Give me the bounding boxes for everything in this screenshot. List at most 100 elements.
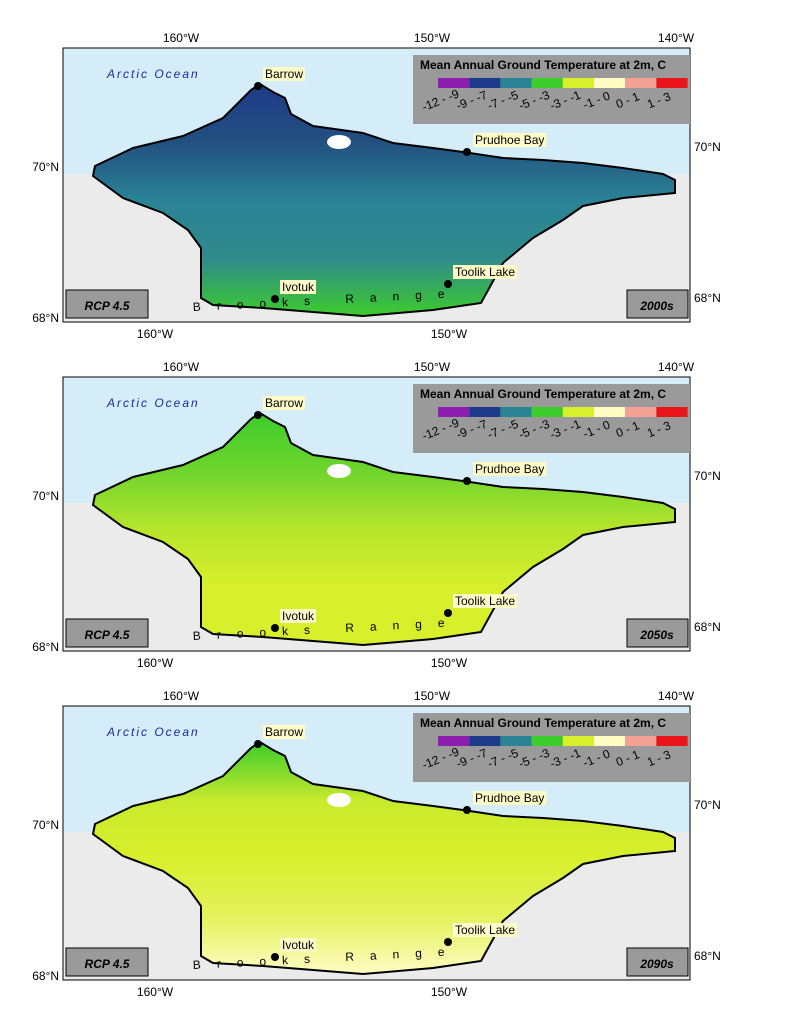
legend-box: [413, 55, 690, 124]
legend-swatch: [625, 407, 657, 417]
bottom-graticule-label: 160°W: [137, 656, 174, 670]
ocean-label: Arctic Ocean: [106, 396, 200, 410]
legend-box: [413, 384, 690, 453]
place-label-bg: [280, 280, 317, 294]
place-label: Prudhoe Bay: [475, 133, 544, 147]
map-panel: Arctic Ocean Barrow Prudhoe Bay Ivotuk Tooli…: [32, 689, 721, 999]
legend-title: Mean Annual Ground Temperature at 2m, C: [420, 387, 666, 401]
left-graticule-label: 68°N: [32, 969, 59, 983]
place-label-bg: [473, 791, 547, 805]
place-label: Barrow: [265, 396, 303, 410]
legend-swatch: [469, 78, 501, 88]
legend-swatch: [562, 407, 594, 417]
place-label: Ivotuk: [282, 609, 315, 623]
lake: [327, 793, 351, 807]
scenario-label: RCP 4.5: [85, 957, 130, 971]
legend-swatch: [594, 407, 626, 417]
land-area: [91, 82, 676, 318]
place-dot: [271, 953, 279, 961]
bottom-graticule-label: 150°W: [431, 985, 468, 999]
place-dot: [463, 148, 471, 156]
place-label: Ivotuk: [282, 938, 315, 952]
period-label: 2090s: [639, 957, 674, 971]
right-graticule-label: 68°N: [694, 949, 721, 963]
right-graticule-label: 68°N: [694, 291, 721, 305]
legend-swatch: [656, 78, 688, 88]
right-graticule-label: 70°N: [694, 798, 721, 812]
place-dot: [444, 938, 452, 946]
lake: [327, 135, 351, 149]
place-label-bg: [280, 938, 317, 952]
scenario-box: [65, 289, 149, 319]
legend-swatch: [625, 736, 657, 746]
left-graticule-label: 70°N: [32, 489, 59, 503]
legend-box: [413, 713, 690, 782]
place-label-bg: [280, 609, 317, 623]
place-dot: [254, 82, 262, 90]
scenario-label: RCP 4.5: [85, 628, 130, 642]
place-label-bg: [453, 923, 518, 937]
top-graticule-label: 140°W: [658, 689, 695, 703]
lake: [327, 464, 351, 478]
left-graticule-label: 70°N: [32, 160, 59, 174]
period-label: 2000s: [639, 299, 674, 313]
scenario-label: RCP 4.5: [85, 299, 130, 313]
scenario-box: [65, 947, 149, 977]
period-label: 2050s: [639, 628, 674, 642]
legend-title: Mean Annual Ground Temperature at 2m, C: [420, 58, 666, 72]
place-label-bg: [473, 133, 547, 147]
bottom-graticule-label: 160°W: [137, 985, 174, 999]
period-box: [626, 618, 689, 648]
land-area: [91, 740, 676, 976]
place-label: Ivotuk: [282, 280, 315, 294]
scenario-box: [65, 618, 149, 648]
top-graticule-label: 160°W: [163, 31, 200, 45]
place-label-bg: [453, 265, 518, 279]
place-dot: [254, 411, 262, 419]
place-dot: [463, 477, 471, 485]
top-graticule-label: 140°W: [658, 360, 695, 374]
place-label: Barrow: [265, 67, 303, 81]
place-label: Toolik Lake: [455, 594, 515, 608]
place-label: Prudhoe Bay: [475, 791, 544, 805]
place-dot: [254, 740, 262, 748]
place-label: Prudhoe Bay: [475, 462, 544, 476]
legend-swatch: [469, 736, 501, 746]
ocean-label: Arctic Ocean: [106, 725, 200, 739]
map-panel: Arctic Ocean Barrow Prudhoe Bay Ivotuk Tooli…: [32, 360, 721, 670]
legend-swatch: [562, 736, 594, 746]
top-graticule-label: 150°W: [414, 689, 451, 703]
left-graticule-label: 68°N: [32, 311, 59, 325]
place-label: Toolik Lake: [455, 923, 515, 937]
place-label-bg: [263, 67, 306, 81]
left-graticule-label: 70°N: [32, 818, 59, 832]
place-label: Toolik Lake: [455, 265, 515, 279]
top-graticule-label: 140°W: [658, 31, 695, 45]
legend-swatch: [438, 407, 470, 417]
legend-swatch: [594, 78, 626, 88]
place-dot: [444, 280, 452, 288]
place-dot: [463, 806, 471, 814]
bottom-graticule-label: 150°W: [431, 656, 468, 670]
legend-swatch: [531, 78, 563, 88]
right-graticule-label: 70°N: [694, 140, 721, 154]
right-graticule-label: 70°N: [694, 469, 721, 483]
legend-swatch: [500, 407, 532, 417]
land-area: [91, 411, 676, 647]
legend-swatch: [594, 736, 626, 746]
legend-swatch: [531, 736, 563, 746]
place-dot: [444, 609, 452, 617]
legend-swatch: [656, 407, 688, 417]
legend-swatch: [438, 78, 470, 88]
period-box: [626, 289, 689, 319]
legend-swatch: [469, 407, 501, 417]
right-graticule-label: 68°N: [694, 620, 721, 634]
place-dot: [271, 624, 279, 632]
legend-swatch: [500, 736, 532, 746]
legend-swatch: [531, 407, 563, 417]
legend-swatch: [625, 78, 657, 88]
bottom-graticule-label: 160°W: [137, 327, 174, 341]
top-graticule-label: 150°W: [414, 31, 451, 45]
place-label: Barrow: [265, 725, 303, 739]
